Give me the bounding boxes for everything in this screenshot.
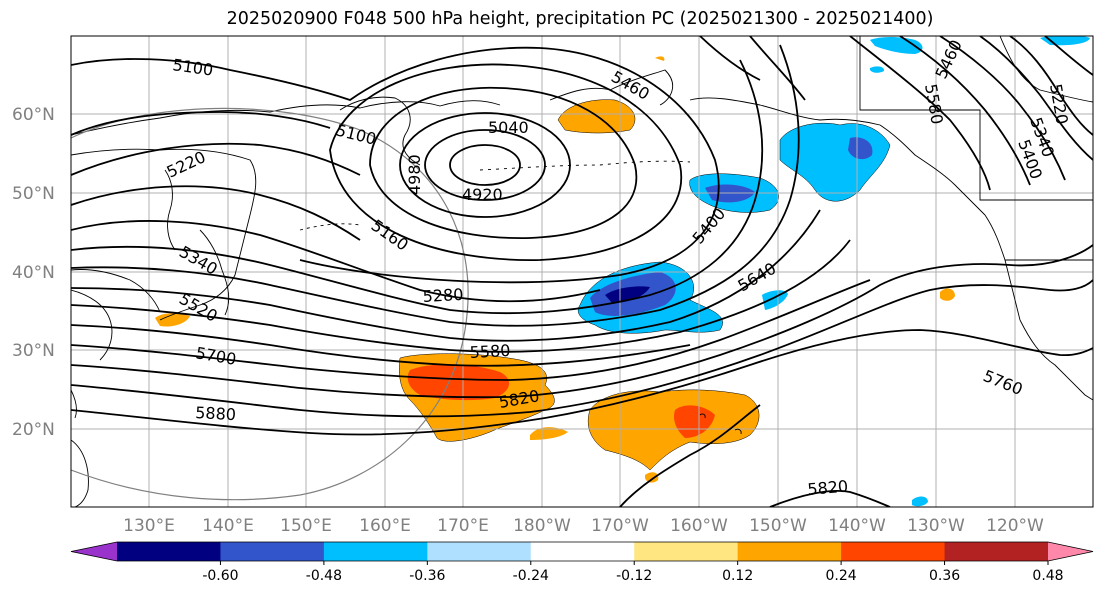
lon-label: 170°E xyxy=(437,516,489,536)
contour-label: 5400 xyxy=(689,204,730,247)
lon-label: 160°E xyxy=(359,516,411,536)
colorbar-segment xyxy=(634,542,739,561)
lon-label: 130°W xyxy=(907,516,965,536)
projection-circle xyxy=(71,107,469,501)
lat-label: 20°N xyxy=(12,420,55,440)
colorbar-tick-label: 0.48 xyxy=(1032,568,1063,584)
lon-label: 180°W xyxy=(513,516,571,536)
contour-label: 5820 xyxy=(807,477,849,499)
precip-pos-hawaii xyxy=(587,389,760,471)
lat-label: 40°N xyxy=(12,263,55,283)
colorbar-tick-label: -0.60 xyxy=(202,568,238,584)
colorbar-outline xyxy=(70,541,1094,562)
colorbar-tick-label: 0.12 xyxy=(722,568,753,584)
contour-label: 5760 xyxy=(981,366,1026,399)
colorbar-segment xyxy=(737,542,842,561)
contour-label: 5580 xyxy=(921,82,947,125)
lon-label: 160°W xyxy=(670,516,728,536)
lat-axis: 60°N 50°N 40°N 30°N 20°N xyxy=(12,105,55,440)
contour-label: 5220 xyxy=(164,147,209,181)
colorbar-segment xyxy=(530,542,635,561)
colorbar-tick-label: -0.24 xyxy=(513,568,549,584)
coastlines xyxy=(71,36,1093,507)
colorbar-tick-label: 0.36 xyxy=(929,568,960,584)
precip-pos-subtropical-core xyxy=(407,364,510,401)
colorbar-tick-label: 0.24 xyxy=(826,568,857,584)
lon-label: 140°W xyxy=(828,516,886,536)
precip-pos-w-us xyxy=(940,288,955,301)
precip-neg-ne-pacific-small xyxy=(762,290,788,310)
precip-pos-hawaii-core xyxy=(674,405,715,438)
precip-neg-arctic xyxy=(1040,36,1090,46)
contour-label: 5580 xyxy=(469,341,511,362)
contour-label: 5040 xyxy=(488,118,529,137)
colorbar-tick-label: -0.48 xyxy=(306,568,342,584)
colorbar-tick-label: -0.36 xyxy=(409,568,445,584)
contour-label: 5880 xyxy=(195,403,237,424)
lat-label: 30°N xyxy=(12,341,55,361)
map-title: 2025020900 F048 500 hPa height, precipit… xyxy=(226,9,934,29)
precip-neg-central-pacific-max xyxy=(605,286,650,303)
colorbar-segment xyxy=(841,542,946,561)
lon-label: 140°E xyxy=(202,516,254,536)
colorbar-segment xyxy=(323,542,428,561)
precip-pos-japan xyxy=(155,313,190,327)
height-contours xyxy=(71,36,1093,507)
colorbar-segment xyxy=(220,542,325,561)
map-frame xyxy=(70,35,1094,508)
contour-label: 4920 xyxy=(462,185,503,204)
lon-label: 150°E xyxy=(280,516,332,536)
contour-label: 5100 xyxy=(171,55,214,79)
colorbar-extend-low xyxy=(71,542,117,561)
precip-neg-gulf-alaska-core xyxy=(848,137,873,160)
precip-pos-hawaii-tail xyxy=(645,472,659,483)
contour-label: 5460 xyxy=(608,67,653,104)
colorbar-segment xyxy=(427,542,532,561)
colorbar-segment xyxy=(944,542,1049,561)
contour-label: 5280 xyxy=(422,285,464,306)
precip-neg-canada-small xyxy=(870,66,885,73)
precip-neg-sw-small xyxy=(912,496,928,507)
lon-label: 150°W xyxy=(749,516,807,536)
precip-pos-small-1 xyxy=(530,427,568,440)
contour-label: 4980 xyxy=(405,154,424,195)
lon-label: 130°E xyxy=(123,516,175,536)
lon-label: 120°W xyxy=(986,516,1044,536)
contour-label: 5700 xyxy=(194,343,237,369)
precip-pos-aleutian-small xyxy=(655,56,665,61)
colorbar: -0.60 -0.48 -0.36 -0.24 -0.12 0.12 0.24 0.36 0.4… xyxy=(70,541,1094,584)
lat-label: 60°N xyxy=(12,105,55,125)
colorbar-extend-high xyxy=(1048,542,1093,561)
lat-label: 50°N xyxy=(12,184,55,204)
lon-label: 170°W xyxy=(591,516,649,536)
precip-neg-gulf-alaska xyxy=(779,122,891,202)
contour-label: 5460 xyxy=(931,37,965,82)
contour-label: 5100 xyxy=(334,120,378,148)
contour-label: 5160 xyxy=(368,216,412,255)
contour-label: 5640 xyxy=(735,259,780,296)
contour-label: 5220 xyxy=(1046,82,1072,125)
lon-axis: 130°E 140°E 150°E 160°E 170°E 180°W 170°… xyxy=(123,516,1044,536)
colorbar-segment xyxy=(117,542,221,561)
colorbar-tick-label: -0.12 xyxy=(616,568,652,584)
